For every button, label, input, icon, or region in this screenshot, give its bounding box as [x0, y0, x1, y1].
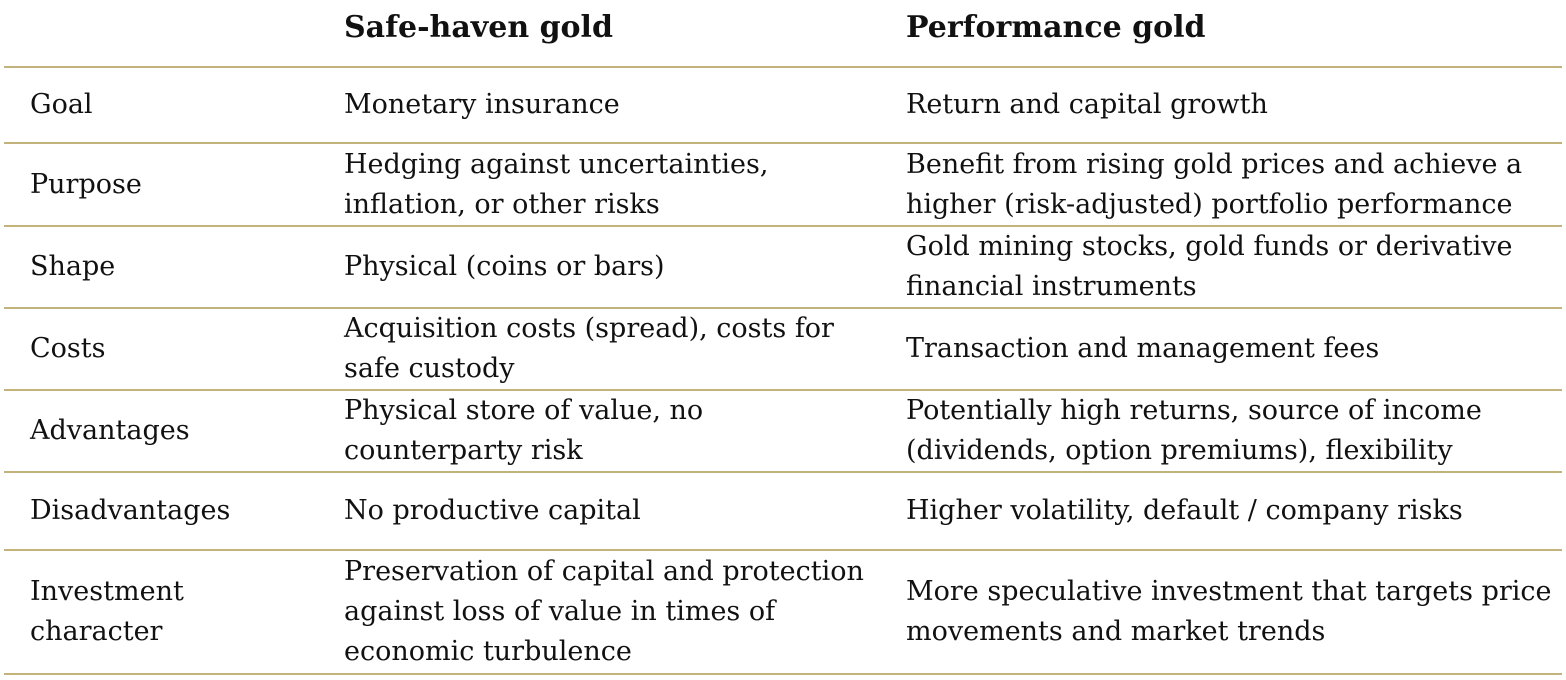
- table-row-goal: Goal Monetary insurance Return and capit…: [4, 68, 1562, 144]
- table-row-investment-character: Investment character Preservation of cap…: [4, 551, 1562, 675]
- safe-haven-cell: Acquisition costs (spread), costs for sa…: [344, 313, 834, 384]
- row-label: Goal: [30, 89, 93, 120]
- safe-haven-cell: No productive capital: [344, 495, 641, 526]
- table-row-purpose: Purpose Hedging against uncertainties, i…: [4, 144, 1562, 227]
- header-performance-gold: Performance gold: [906, 10, 1206, 45]
- performance-cell: Higher volatility, default / company ris…: [906, 495, 1463, 526]
- table-header-row: Safe-haven gold Performance gold: [4, 0, 1562, 68]
- row-label: Purpose: [30, 168, 142, 200]
- performance-cell: Return and capital growth: [906, 89, 1268, 120]
- header-label-cell: [4, 0, 318, 8]
- table-row-costs: Costs Acquisition costs (spread), costs …: [4, 309, 1562, 391]
- row-label: Costs: [30, 333, 106, 364]
- safe-haven-cell: Preservation of capital and protection a…: [344, 556, 864, 667]
- row-label: Investment character: [30, 576, 184, 647]
- safe-haven-cell: Physical (coins or bars): [344, 251, 665, 282]
- performance-cell: More speculative investment that targets…: [906, 576, 1552, 647]
- performance-cell: Potentially high returns, source of inco…: [906, 395, 1482, 466]
- table-row-disadvantages: Disadvantages No productive capital High…: [4, 473, 1562, 551]
- table-row-advantages: Advantages Physical store of value, no c…: [4, 391, 1562, 473]
- performance-cell: Gold mining stocks, gold funds or deriva…: [906, 231, 1513, 302]
- safe-haven-cell: Monetary insurance: [344, 89, 620, 120]
- comparison-table: Safe-haven gold Performance gold Goal Mo…: [4, 0, 1562, 675]
- table-row-shape: Shape Physical (coins or bars) Gold mini…: [4, 227, 1562, 309]
- performance-cell: Benefit from rising gold prices and achi…: [906, 148, 1523, 220]
- row-label: Shape: [30, 251, 116, 282]
- safe-haven-cell: Physical store of value, no counterparty…: [344, 395, 704, 466]
- row-label: Advantages: [30, 415, 190, 446]
- performance-cell: Transaction and management fees: [906, 333, 1380, 364]
- row-label: Disadvantages: [30, 495, 231, 526]
- safe-haven-cell: Hedging against uncertainties, inflation…: [344, 148, 769, 220]
- header-safe-haven-gold: Safe-haven gold: [344, 10, 613, 45]
